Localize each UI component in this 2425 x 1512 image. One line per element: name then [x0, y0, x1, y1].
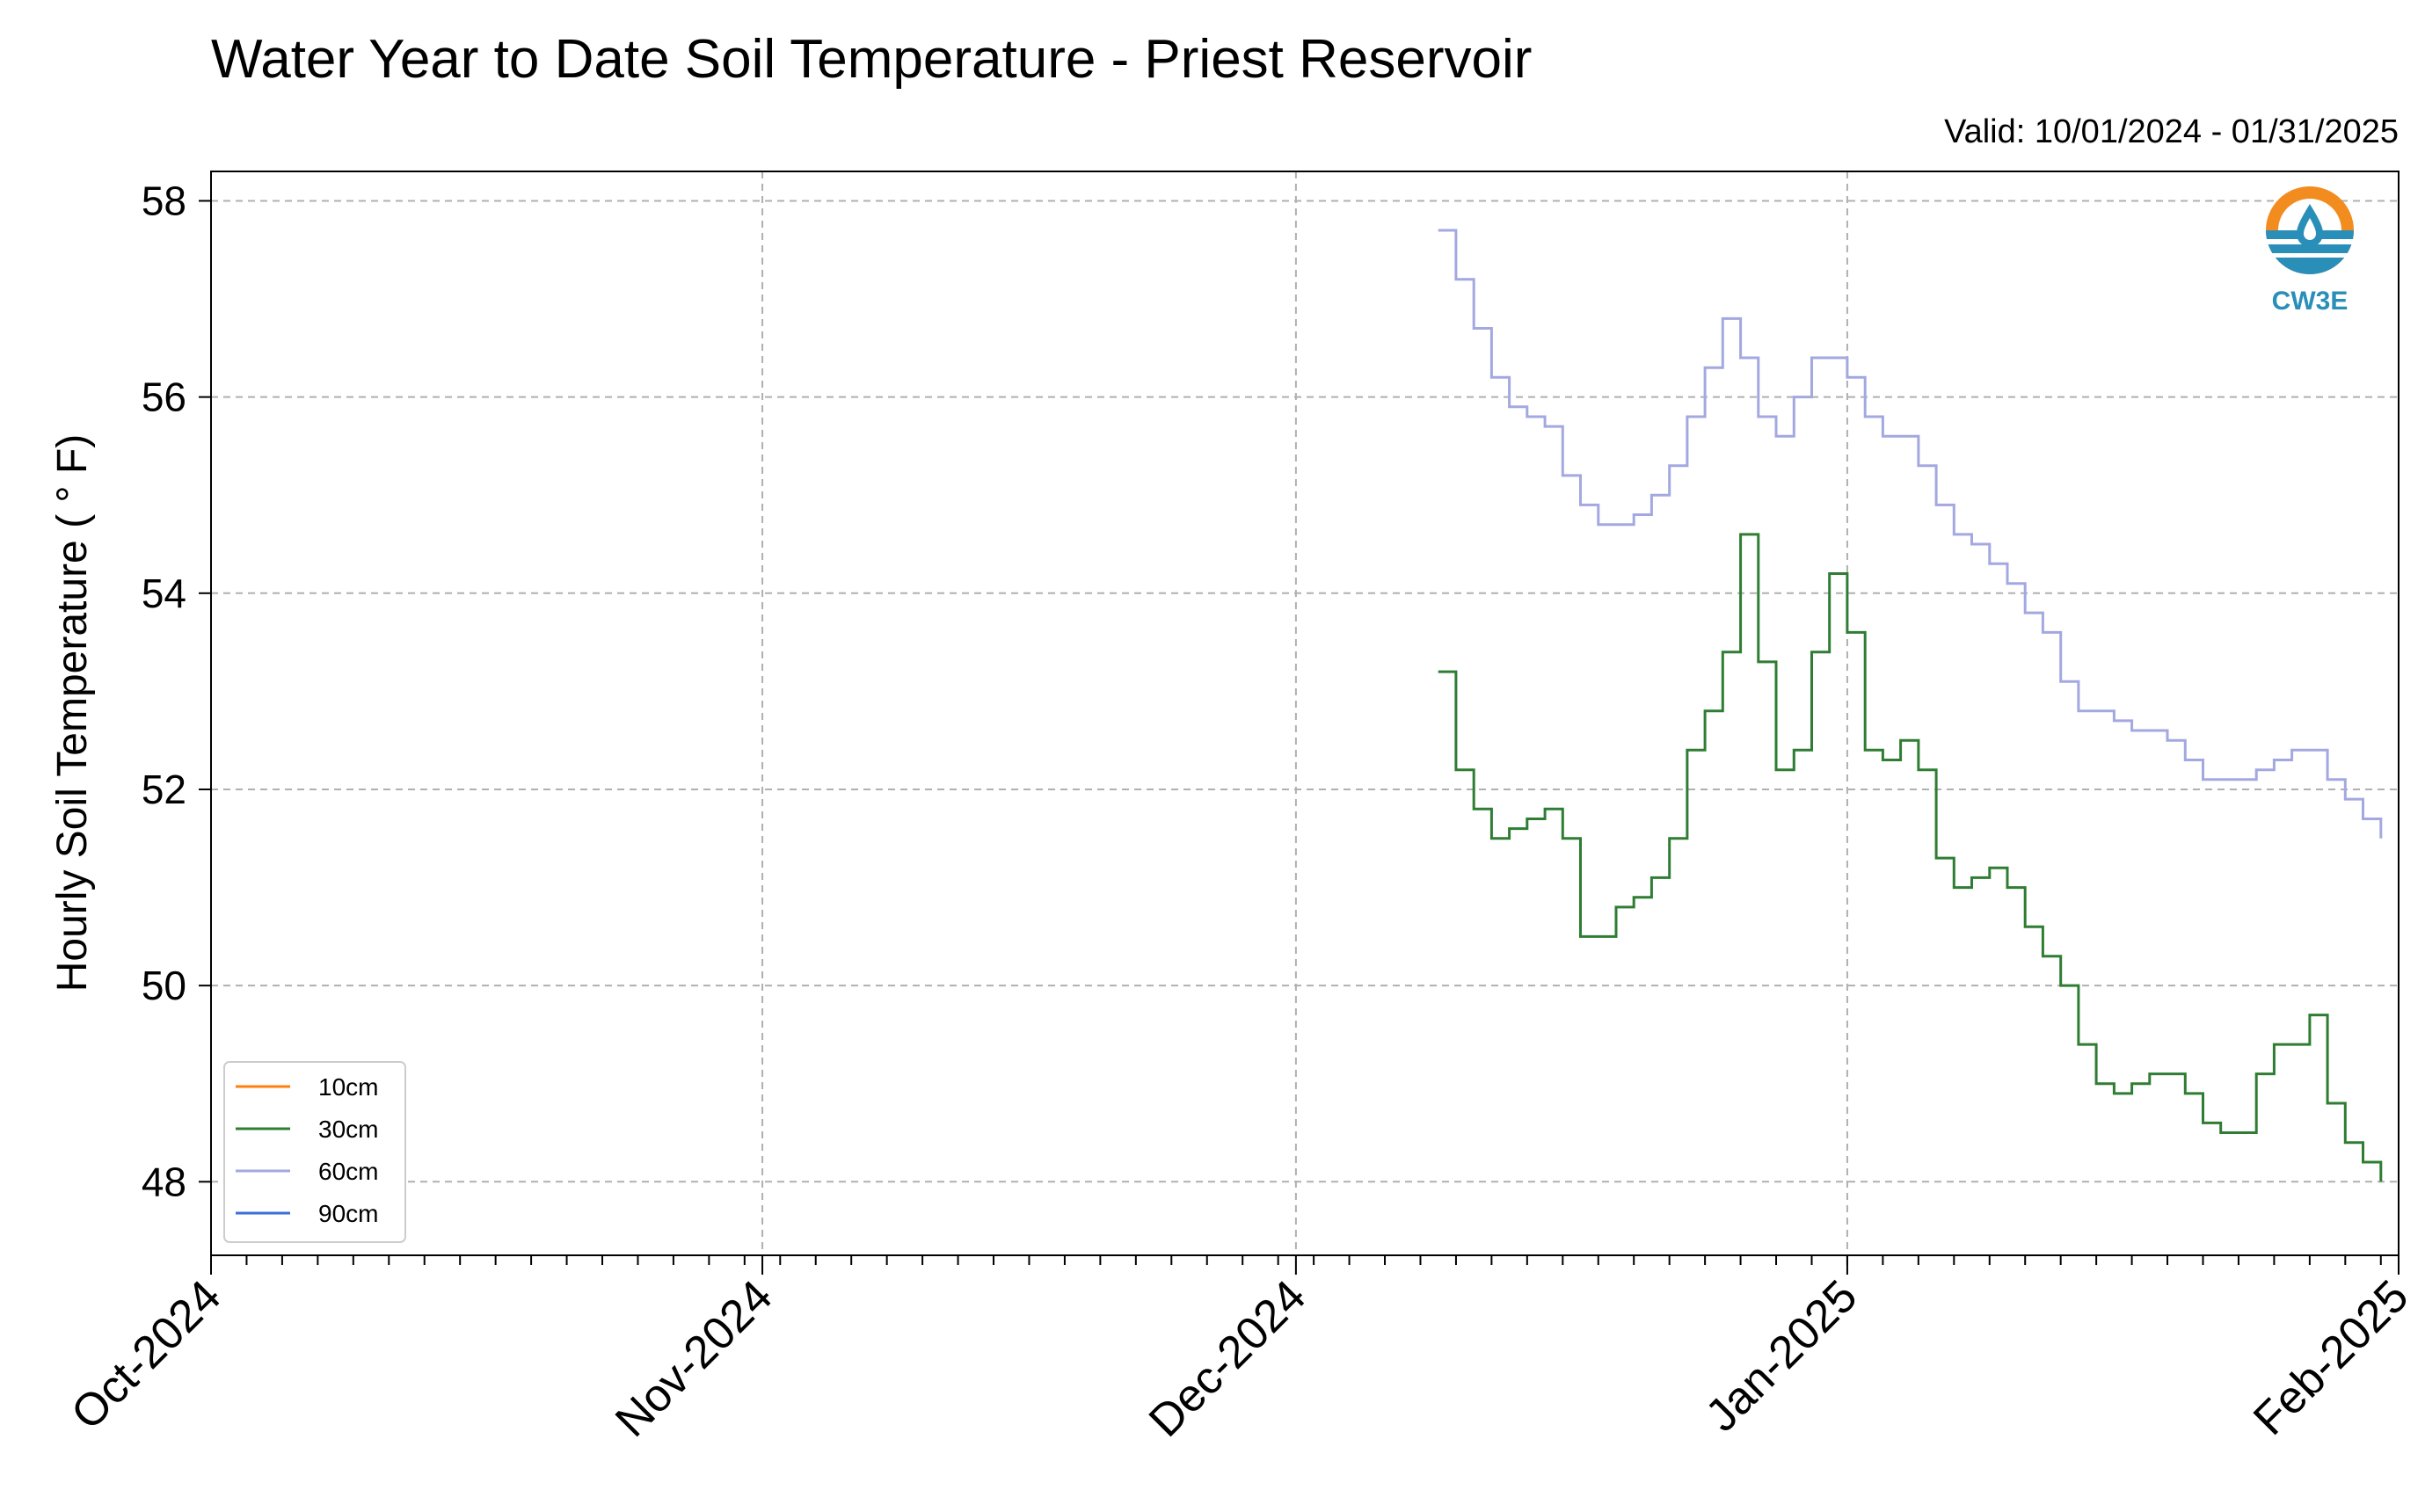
x-tick-label: Oct-2024 [62, 1270, 230, 1439]
cw3e-logo: CW3E [2266, 186, 2354, 316]
grid [210, 171, 2400, 1255]
chart-subtitle: Valid: 10/01/2024 - 01/31/2025 [1944, 113, 2399, 150]
plot-frame [210, 171, 2400, 1256]
legend-box [223, 1061, 406, 1243]
x-tick-label: Feb-2025 [2244, 1270, 2418, 1444]
legend-entry-90cm: 90cm [318, 1200, 378, 1227]
y-tick-label: 50 [142, 963, 186, 1008]
legend-entry-60cm: 60cm [318, 1158, 378, 1185]
x-minor-ticks [210, 1255, 2382, 1265]
series-30cm-line [1438, 533, 2383, 1182]
y-tick-label: 48 [142, 1159, 186, 1204]
x-tick-label: Nov-2024 [606, 1270, 782, 1446]
y-axis: 48 50 52 54 56 58 [142, 178, 211, 1204]
chart-title: Water Year to Date Soil Temperature - Pr… [211, 29, 1532, 90]
legend-entry-10cm: 10cm [318, 1073, 378, 1101]
y-tick-label: 58 [142, 178, 186, 223]
y-tick-label: 52 [142, 767, 186, 812]
series-lines [1438, 229, 2383, 1182]
legend: 10cm 30cm 60cm 90cm [223, 1061, 406, 1243]
logo-text: CW3E [2272, 287, 2349, 316]
y-tick-label: 56 [142, 374, 186, 420]
x-tick-label: Dec-2024 [1140, 1270, 1315, 1446]
series-60cm-line [1438, 229, 2383, 839]
legend-entry-30cm: 30cm [318, 1116, 378, 1143]
x-axis: Oct-2024 Nov-2024 Dec-2024 Jan-2025 Feb-2025 [62, 1255, 2418, 1447]
x-tick-label: Jan-2025 [1696, 1270, 1867, 1441]
y-axis-label: Hourly Soil Temperature ( ° F) [49, 434, 96, 992]
water-drop-logo-icon [2266, 186, 2354, 274]
y-tick-label: 54 [142, 571, 186, 616]
